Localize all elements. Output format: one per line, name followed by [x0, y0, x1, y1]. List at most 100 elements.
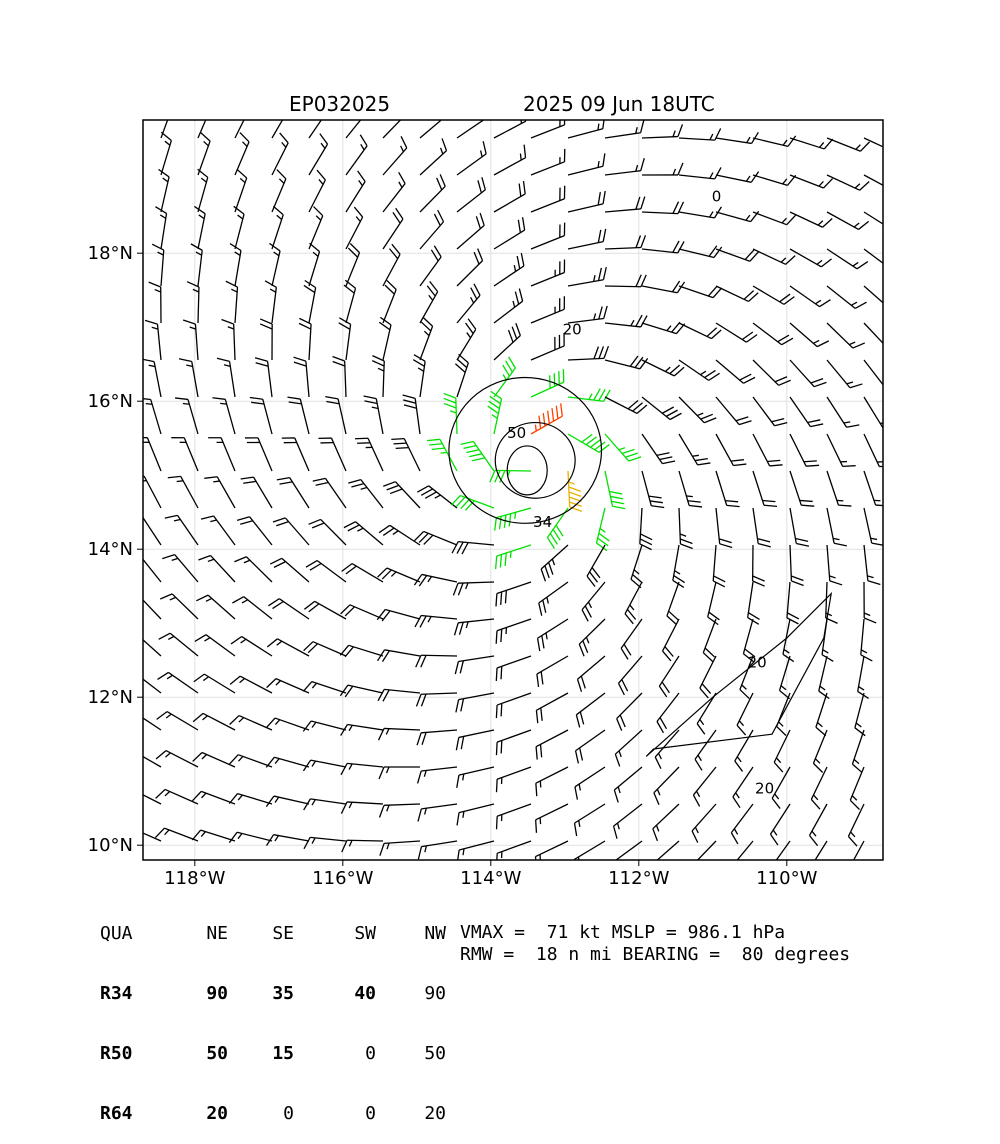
wind-barb [642, 471, 664, 508]
wind-barb [313, 478, 346, 508]
wind-barb [266, 757, 309, 767]
wind-barb [578, 656, 605, 692]
wind-barb [494, 357, 515, 397]
wind-barb [378, 689, 420, 701]
wind-barb [737, 693, 753, 735]
wind-barb [494, 289, 523, 323]
wind-barb [235, 169, 247, 212]
wind-barb [753, 545, 765, 586]
wind-barb [813, 730, 827, 773]
wind-barb [568, 267, 606, 286]
wind-barb [790, 360, 826, 387]
wind-barb [414, 531, 457, 545]
wind-barb [456, 693, 494, 712]
wind-barb [496, 619, 531, 644]
wind-barb [864, 582, 876, 623]
wind-barb [272, 97, 290, 138]
wind-barb [642, 124, 682, 138]
wind-barb [380, 841, 420, 856]
wind-barb [194, 206, 205, 249]
wind-barb [231, 637, 272, 656]
wind-barb [490, 470, 531, 482]
wind-barb [642, 434, 675, 464]
contour-label: 20 [563, 321, 582, 339]
wind-barb [346, 99, 369, 138]
wind-barb [679, 360, 720, 380]
wind-barb [226, 281, 238, 323]
wind-barb [642, 202, 684, 214]
wind-barb [304, 799, 346, 810]
wind-barb [303, 760, 346, 771]
wind-barb [342, 840, 383, 852]
wind-barb [383, 208, 403, 249]
wind-barb [461, 442, 494, 471]
wind-barb [204, 477, 235, 508]
wind-barb [497, 804, 531, 829]
lat-tick-label: 18°N [88, 243, 133, 264]
wind-barb [568, 116, 605, 138]
wind-barb [341, 802, 383, 814]
wind-barb [309, 134, 328, 175]
wind-barb [346, 135, 367, 175]
wind-barb [864, 545, 880, 584]
wind-barb [735, 730, 753, 771]
wind-barb [494, 217, 525, 249]
wind-barb [299, 318, 311, 360]
wind-barb [858, 656, 869, 698]
wind-barb [679, 207, 721, 218]
wind-barb [379, 525, 420, 545]
wind-barb [568, 153, 605, 175]
wind-barb [713, 545, 725, 587]
wind-barb [138, 398, 161, 434]
wind-barb [383, 172, 405, 212]
wind-barb [457, 141, 486, 175]
wind-barb [679, 323, 721, 339]
table-cell: 35 [228, 984, 294, 1004]
wind-barb [700, 656, 716, 698]
wind-barb [847, 841, 864, 883]
wind-barb [855, 693, 865, 736]
table-header: SW [294, 924, 376, 944]
wind-barb [309, 243, 320, 286]
wind-barb [790, 212, 832, 227]
wind-barb [141, 359, 161, 397]
wind-barb [655, 730, 679, 769]
wind-barb [642, 397, 682, 419]
wind-barb [494, 181, 525, 212]
wind-barb [716, 249, 759, 261]
wind-barb [420, 246, 441, 286]
wind-barb [229, 794, 272, 804]
wind-barb [457, 319, 476, 360]
wind-barb [193, 752, 235, 767]
wind-barb [232, 597, 272, 619]
wind-barb [605, 120, 644, 138]
wind-barb [575, 804, 605, 836]
lat-tick-label: 12°N [88, 687, 133, 708]
row-label: R34 [100, 984, 150, 1004]
wind-barb [344, 522, 383, 545]
wind-barb [753, 136, 796, 147]
wind-barb [304, 601, 346, 619]
wind-barb [340, 645, 383, 656]
wind-barb [679, 434, 710, 465]
wind-barb [346, 243, 360, 286]
wind-barb [156, 789, 198, 804]
wind-barb [716, 211, 759, 221]
wind-barb [457, 213, 484, 249]
table-cell: 0 [294, 1104, 376, 1124]
wind-barb [457, 284, 480, 323]
wind-barb [391, 439, 420, 471]
wind-barb [679, 471, 702, 507]
wind-barb [716, 286, 758, 301]
wind-barb [692, 804, 716, 843]
wind-barb [615, 730, 642, 766]
wind-barb [155, 828, 198, 841]
wind-barb [293, 357, 309, 397]
wind-barb [201, 516, 235, 545]
contour-label: 0 [712, 187, 722, 205]
wind-barb [379, 728, 420, 740]
wind-barb [568, 346, 608, 360]
wind-barb [587, 545, 605, 587]
